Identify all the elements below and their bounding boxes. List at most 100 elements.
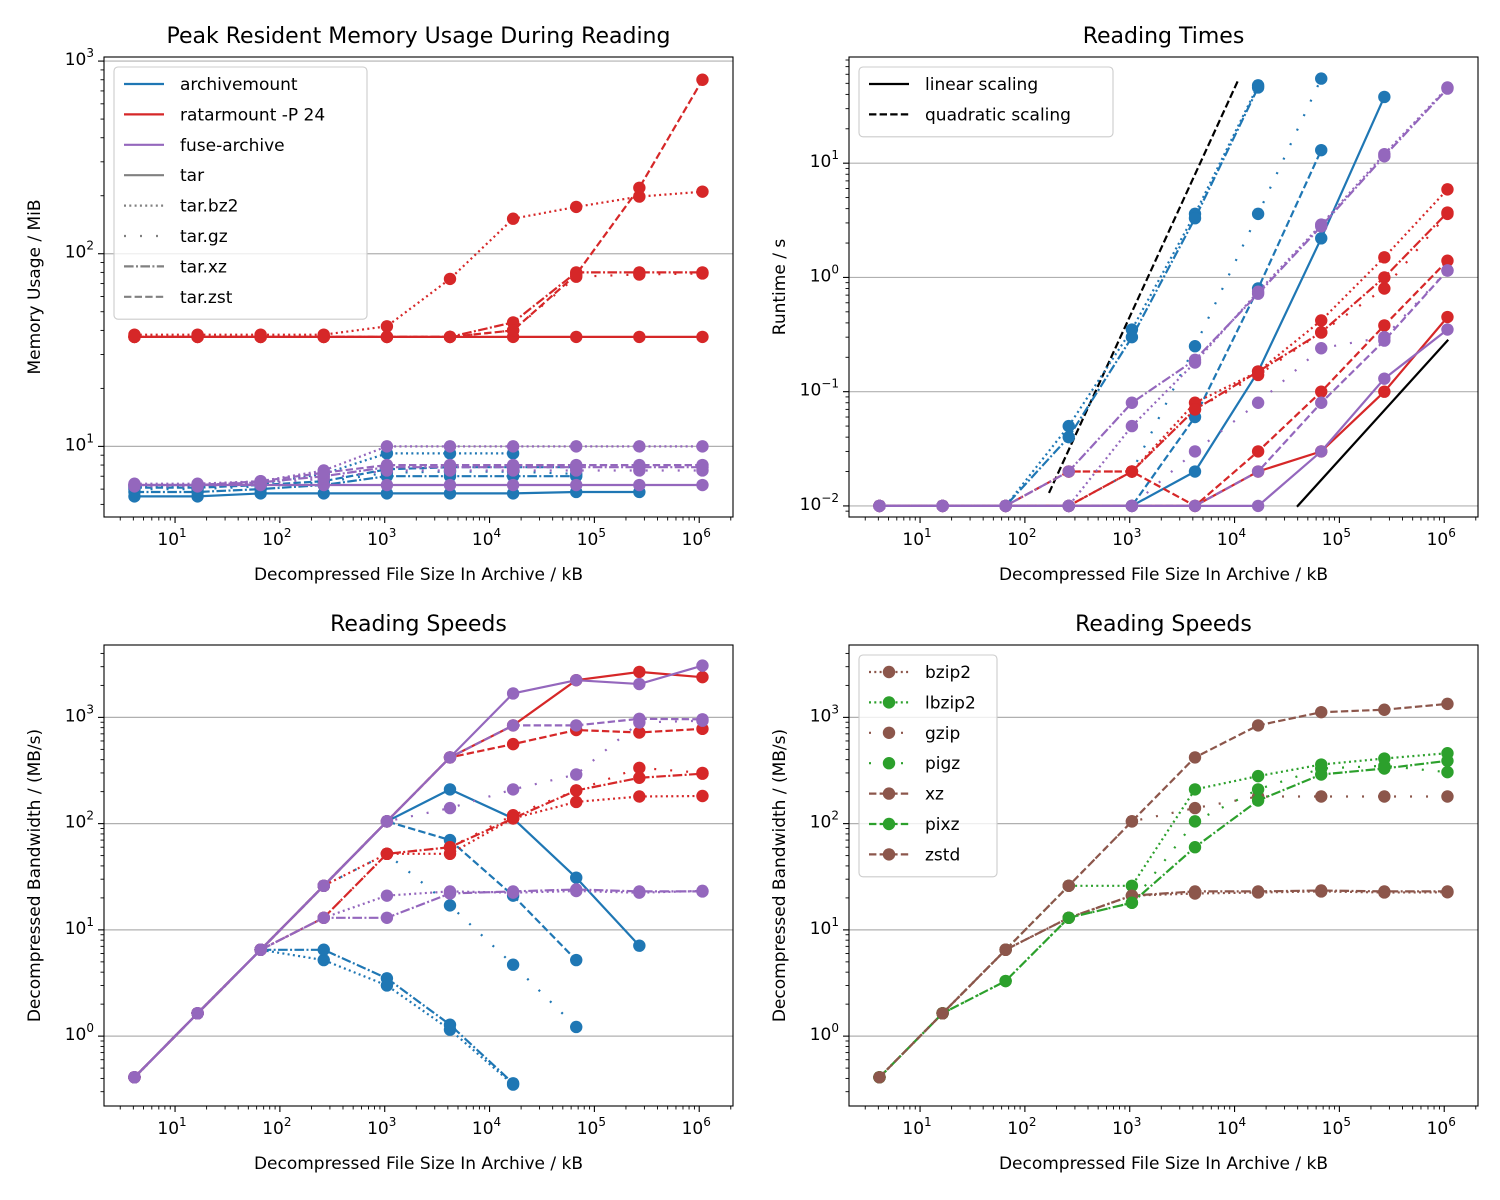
data-point-fuse-archive-tar-xz	[380, 911, 394, 924]
tick-base: 10	[902, 1119, 924, 1139]
series-line-ratarmount-tar-xz	[879, 211, 1449, 507]
data-point-lbzip2	[1251, 769, 1265, 783]
data-point-fuse-archive-tar-zst	[1125, 499, 1139, 513]
y-axis-label: Decompressed Bandwidth / (MB/s)	[25, 729, 45, 1022]
data-point-fuse-archive-tar-zst	[570, 458, 583, 472]
series-line-archivemount-tar-gz	[879, 78, 1323, 507]
tick-exponent: 2	[284, 1115, 292, 1129]
data-point-gzip	[1315, 790, 1328, 803]
data-point-fuse-archive-tar-zst	[1188, 499, 1202, 513]
data-point-fuse-archive-tar-xz	[696, 885, 709, 898]
data-point-zstd	[936, 1007, 949, 1020]
tick-exponent: −2	[821, 491, 839, 505]
tick-exponent: 0	[86, 1021, 94, 1035]
tick-exponent: 3	[86, 46, 94, 60]
data-point-ratarmount-tar-zst	[128, 330, 141, 344]
data-point-zstd	[1251, 719, 1265, 732]
data-point-ratarmount-tar	[633, 330, 646, 344]
data-point-fuse-archive-tar-zst	[191, 478, 204, 492]
tick-base: 10	[1427, 530, 1449, 550]
data-point-archivemount-tar-gz	[1315, 72, 1328, 85]
legend-item: pigz	[869, 754, 960, 774]
series-line-fuse-archive-tar-bz2	[133, 889, 703, 1079]
data-point-ratarmount-tar-xz	[570, 784, 583, 797]
data-point-fuse-archive-tar-zst	[696, 458, 709, 472]
tick-base: 10	[577, 1119, 599, 1139]
data-point-fuse-archive-tar	[1251, 499, 1265, 513]
data-point-ratarmount-tar-zst	[506, 737, 520, 751]
data-point-archivemount-tar	[1378, 90, 1391, 104]
series-line-archivemount-tar-xz	[134, 475, 577, 494]
series-line-archivemount-tar-zst	[133, 820, 577, 1079]
data-point-fuse-archive-tar-bz2	[633, 440, 646, 453]
legend-marker	[882, 665, 896, 679]
y-axis-label: Decompressed Bandwidth / (MB/s)	[770, 729, 790, 1022]
data-point-pixz	[1125, 896, 1139, 909]
y-tick-label: 103	[65, 702, 94, 726]
data-point-ratarmount-tar-gz	[633, 761, 646, 775]
x-tick-label: 103	[1112, 1115, 1141, 1139]
series-line-archivemount-tar	[878, 95, 1386, 507]
data-point-ratarmount-tar-bz2	[506, 212, 520, 225]
tick-exponent: 0	[831, 1021, 839, 1035]
y-tick-label: 103	[65, 46, 94, 70]
data-point-fuse-archive-tar-zst	[254, 943, 267, 956]
tick-base: 10	[65, 1025, 87, 1045]
series-line-ratarmount-tar-bz2	[133, 794, 703, 1079]
data-point-ratarmount-tar-zst	[506, 324, 520, 337]
series-line-fuse-archive-tar-gz	[879, 269, 1449, 507]
legend-label: fuse-archive	[180, 136, 285, 156]
data-point-ratarmount-tar-zst	[570, 268, 583, 281]
data-point-ratarmount-tar-gz	[1378, 282, 1391, 295]
tick-exponent: 3	[1134, 526, 1142, 540]
data-point-fuse-archive-tar-zst	[570, 719, 583, 732]
data-point-archivemount-tar-zst	[570, 953, 583, 967]
data-point-ratarmount-tar-xz	[1378, 271, 1391, 284]
y-tick-label: 101	[810, 148, 839, 172]
data-point-archivemount-tar-xz	[1188, 211, 1202, 225]
legend-item: archivemount	[124, 75, 298, 95]
data-point-fuse-archive-tar	[1378, 372, 1391, 385]
legend-label: gzip	[925, 724, 960, 744]
data-point-fuse-archive-tar-zst	[1378, 334, 1391, 347]
tick-exponent: 3	[1134, 1115, 1142, 1129]
data-point-ratarmount-tar-zst	[317, 330, 330, 344]
chart-title: Reading Times	[1083, 24, 1245, 49]
data-point-ratarmount-tar-xz	[1188, 403, 1202, 416]
data-point-ratarmount-tar-bz2	[570, 200, 583, 214]
tick-exponent: 5	[598, 526, 606, 540]
data-point-ratarmount-tar-xz	[506, 812, 520, 825]
x-tick-label: 102	[262, 526, 291, 550]
data-point-fuse-archive-tar	[380, 478, 394, 492]
tick-base: 10	[367, 1119, 389, 1139]
data-point-ratarmount-tar-bz2	[380, 320, 394, 333]
tick-base: 10	[157, 530, 179, 550]
tick-exponent: 1	[924, 1115, 932, 1129]
series-line-fuse-archive-tar-zst	[879, 269, 1449, 507]
y-tick-label: 100	[810, 262, 839, 286]
legend-marker	[882, 787, 896, 800]
data-point-ratarmount-tar-zst	[191, 330, 204, 344]
data-point-zstd	[1378, 703, 1391, 716]
data-point-fuse-archive-tar-gz	[1315, 342, 1328, 355]
x-tick-label: 106	[682, 526, 711, 550]
tick-base: 10	[472, 530, 494, 550]
x-tick-label: 101	[902, 526, 931, 550]
tick-exponent: 1	[179, 1115, 187, 1129]
tick-exponent: 6	[1448, 1115, 1456, 1129]
data-point-fuse-archive-tar-zst	[317, 466, 330, 479]
data-point-fuse-archive-tar-zst	[633, 712, 646, 725]
data-point-archivemount-tar	[1315, 232, 1328, 245]
tick-base: 10	[157, 1119, 179, 1139]
data-point-fuse-archive-tar	[443, 478, 457, 492]
x-axis-label: Decompressed File Size In Archive / kB	[254, 565, 583, 585]
x-tick-label: 104	[1217, 526, 1246, 550]
data-point-lbzip2	[1188, 783, 1202, 796]
tick-base: 10	[1427, 1119, 1449, 1139]
data-point-zstd	[1441, 697, 1454, 711]
legend-label: pigz	[925, 754, 960, 774]
data-point-fuse-archive-tar-zst	[380, 458, 394, 472]
legend-marker	[882, 848, 896, 861]
data-point-ratarmount-tar-bz2	[443, 272, 457, 286]
